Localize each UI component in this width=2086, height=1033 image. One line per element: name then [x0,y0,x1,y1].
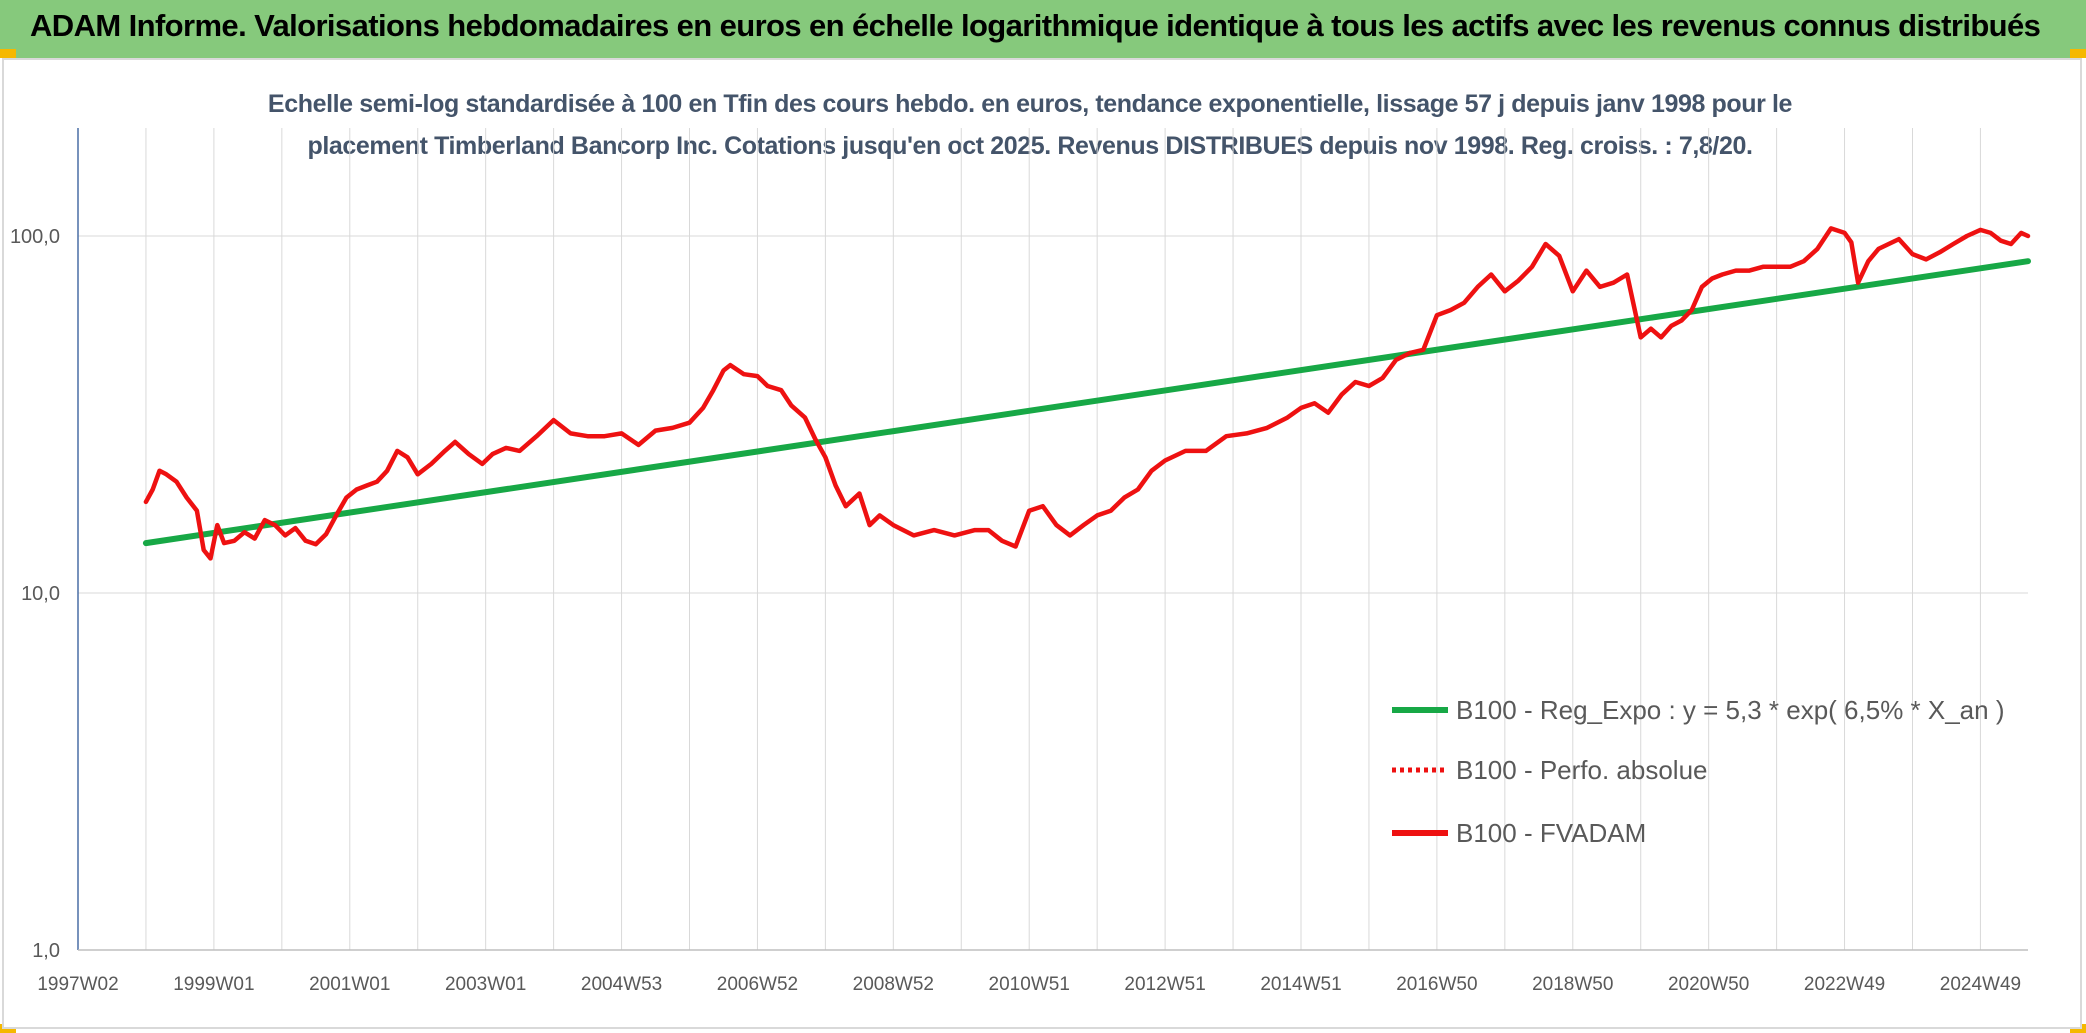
x-tick-label: 1999W01 [173,974,254,995]
y-tick-label: 100,0 [10,226,60,248]
x-tick-label: 1997W02 [37,974,118,995]
series-line-fvadam [143,226,2031,561]
chart-title-line-2: placement Timberland Bancorp Inc. Cotati… [307,132,1753,160]
chart-frame [2,58,2082,1029]
series-line-regression [142,258,2031,547]
x-tick-label: 2001W01 [309,974,390,995]
banner-title: ADAM Informe. Valorisations hebdomadaire… [30,8,2041,43]
legend: B100 - Reg_Expo : y = 5,3 * exp( 6,5% * … [1392,695,2005,848]
x-tick-label: 2024W49 [1940,974,2021,995]
header-banner: ADAM Informe. Valorisations hebdomadaire… [0,0,2086,58]
corner-marker-top-left [0,49,16,58]
chart-title-line-1: Echelle semi-log standardisée à 100 en T… [267,90,1793,118]
x-tick-label: 2003W01 [445,974,526,995]
x-tick-label: 2020W50 [1668,974,1749,995]
corner-marker-top-right [2070,49,2086,58]
y-tick-label: 10,0 [21,583,60,605]
x-tick-label: 2004W53 [581,974,662,995]
y-tick-label: 1,0 [32,940,60,962]
grid-layer [77,128,2028,951]
x-tick-label: 2018W50 [1532,974,1613,995]
x-tick-label: 2022W49 [1804,974,1885,995]
x-tick-label: 2010W51 [989,974,1070,995]
x-tick-label: 2012W51 [1124,974,1205,995]
x-tick-label: 2006W52 [717,974,798,995]
x-tick-label: 2014W51 [1260,974,1341,995]
legend-label-fvadam: B100 - FVADAM [1456,818,1646,848]
legend-label-perfo-absolue: B100 - Perfo. absolue [1456,755,1708,785]
legend-label-regression: B100 - Reg_Expo : y = 5,3 * exp( 6,5% * … [1456,695,2005,725]
x-tick-label: 2008W52 [853,974,934,995]
x-tick-label: 2016W50 [1396,974,1477,995]
axis-layer: 1,0 10,0 100,0 1997W02 1999W01 2001W01 2003W01… [10,128,2028,995]
series-layer [142,226,2031,561]
